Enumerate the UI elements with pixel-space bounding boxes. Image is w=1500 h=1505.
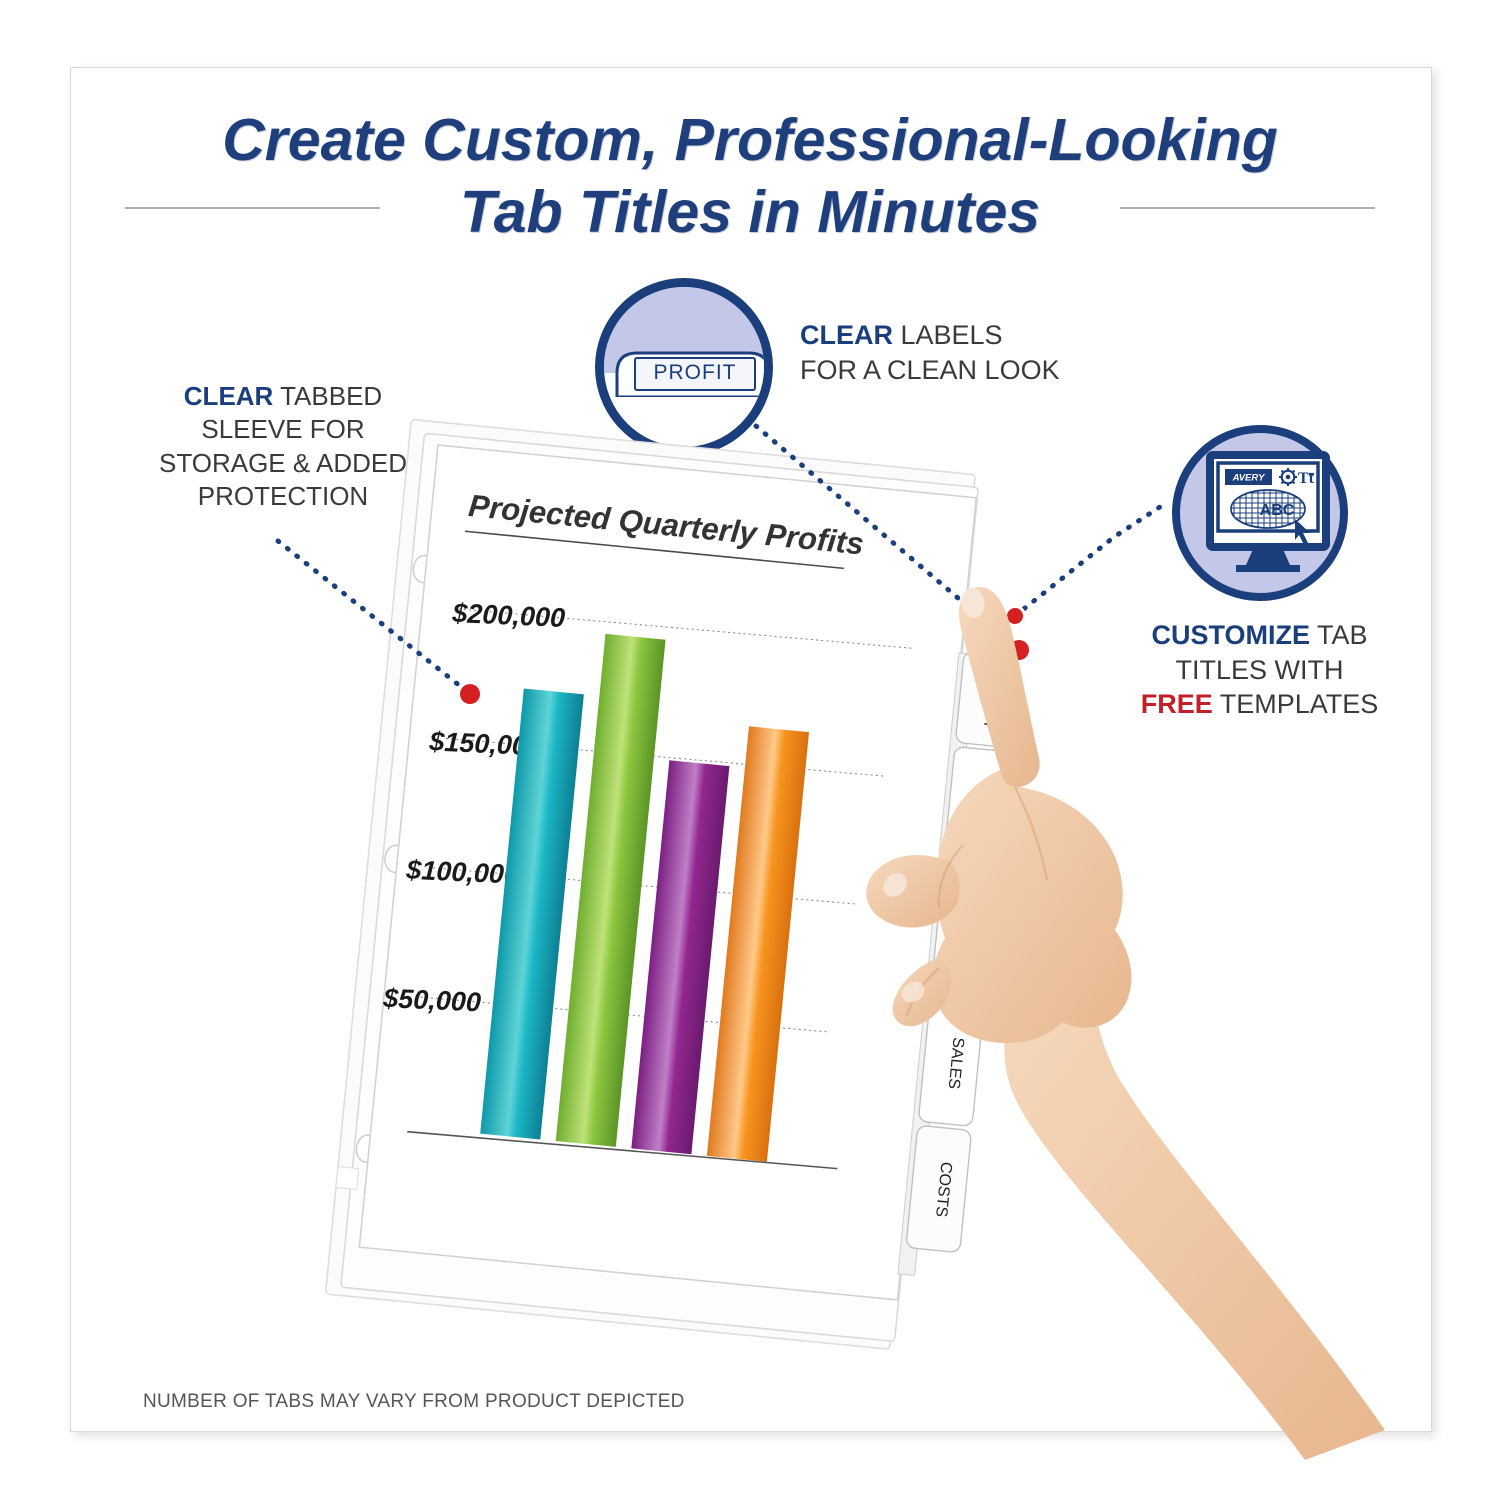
svg-text:$200,000: $200,000	[451, 598, 566, 633]
svg-text:$50,000: $50,000	[382, 983, 482, 1017]
svg-text:$100,000: $100,000	[405, 855, 520, 890]
